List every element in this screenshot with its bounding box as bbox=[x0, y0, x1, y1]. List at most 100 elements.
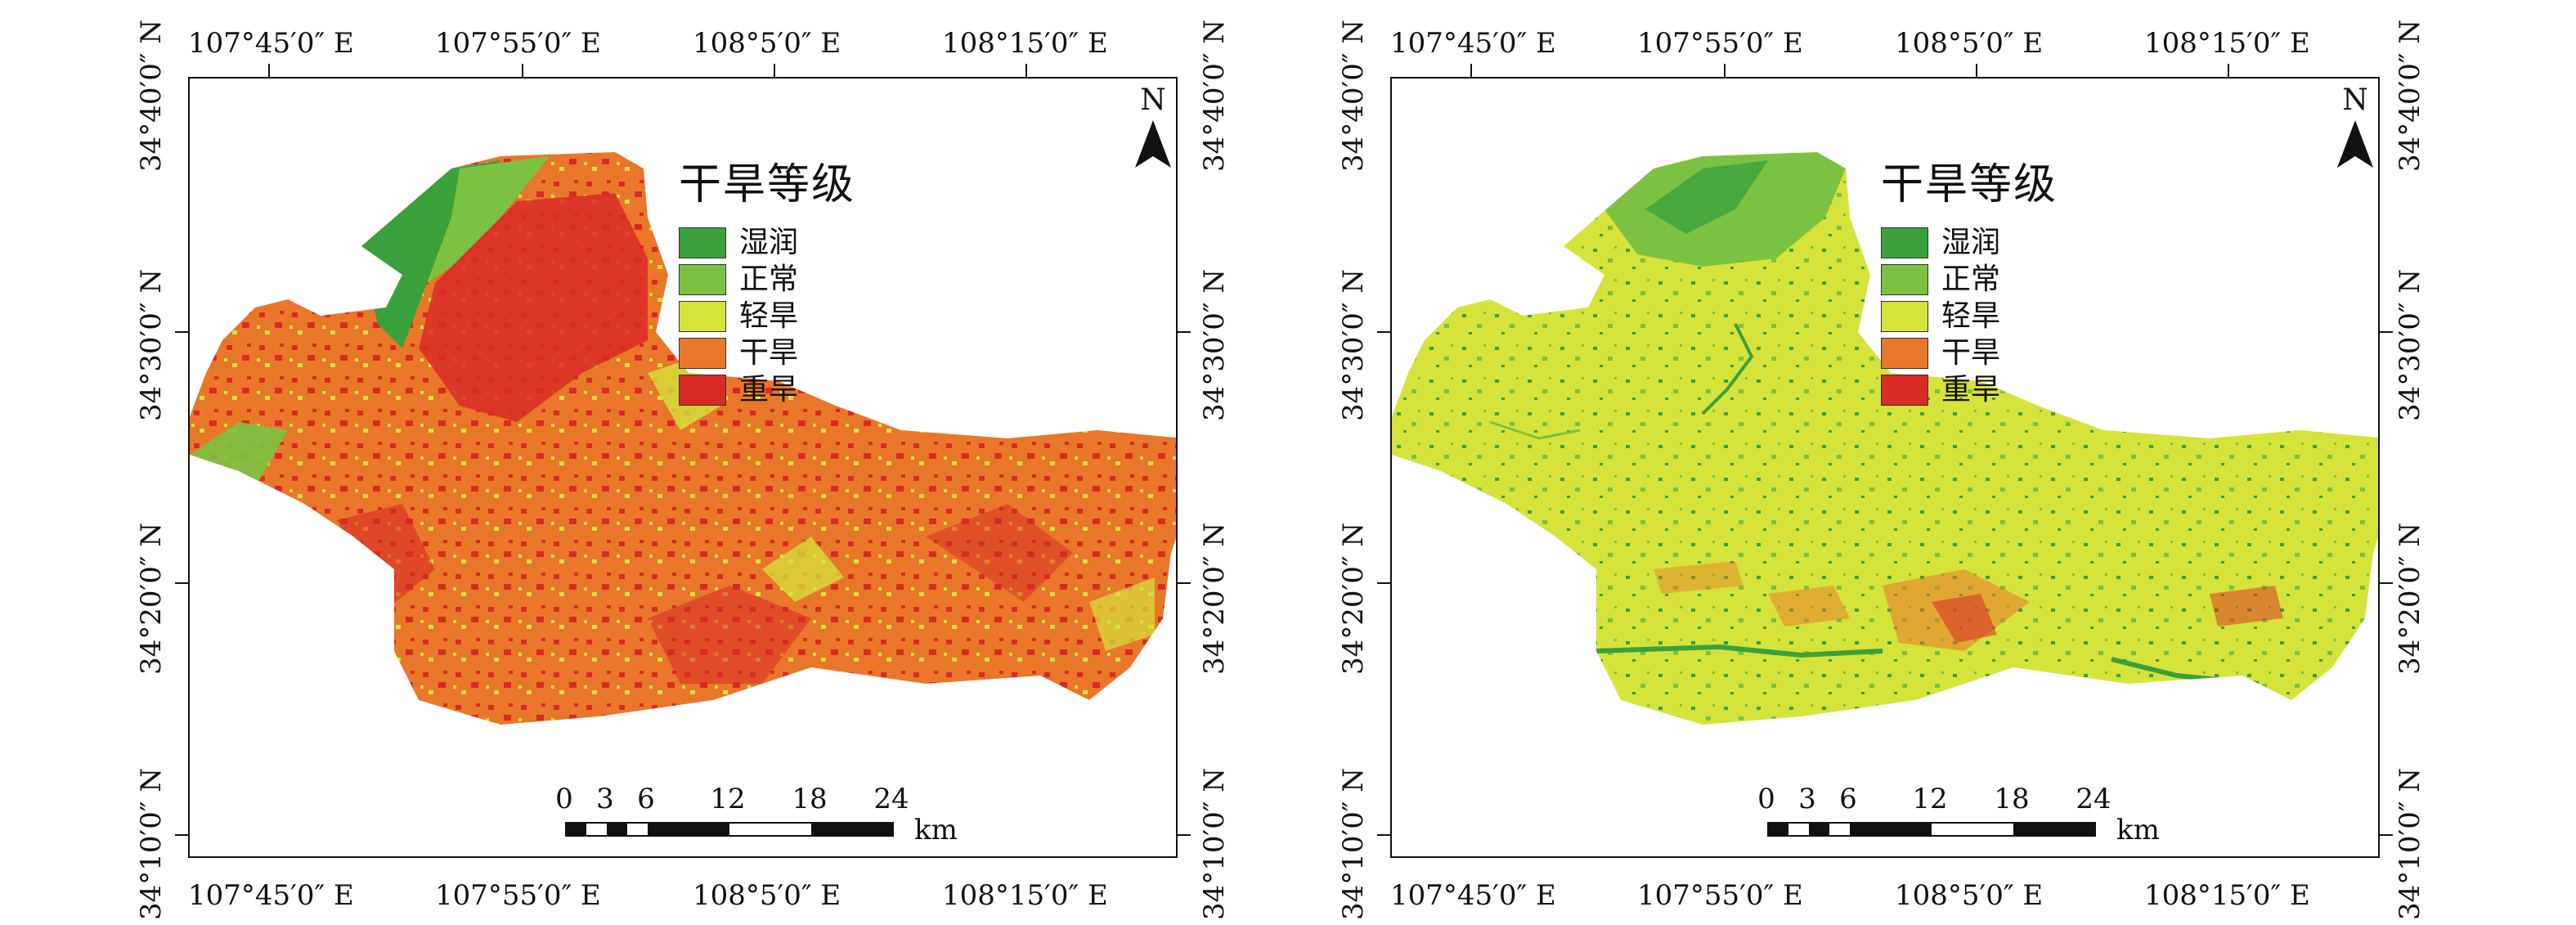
scale-tick-label: 3 bbox=[1798, 783, 1816, 815]
scale-bar: 0 3 6 12 18 24 km bbox=[1757, 783, 2175, 851]
legend-label: 干旱 bbox=[739, 335, 799, 370]
legend-item: 湿润 bbox=[679, 224, 891, 261]
lon-label-bottom-1: 107°45′0″ E bbox=[1390, 879, 1556, 912]
map-panel-left: 107°45′0″ E 107°55′0″ E 108°5′0″ E 108°1… bbox=[135, 19, 1231, 920]
scale-tick-label: 0 bbox=[555, 783, 573, 815]
lon-label-top-2: 107°55′0″ E bbox=[1637, 27, 1803, 60]
lat-label-left-4: 34°10′0″ N bbox=[135, 767, 168, 920]
legend-swatch bbox=[1881, 374, 1928, 406]
lon-label-top-2: 107°55′0″ E bbox=[435, 27, 601, 60]
tick bbox=[2380, 331, 2393, 333]
legend-swatch bbox=[679, 227, 726, 258]
tick bbox=[1976, 64, 1977, 77]
scale-tick-label: 12 bbox=[710, 783, 746, 815]
lon-label-top-4: 108°15′0″ E bbox=[942, 27, 1108, 60]
legend-item: 轻旱 bbox=[679, 298, 891, 335]
legend-item: 干旱 bbox=[1881, 335, 2094, 371]
tick bbox=[1377, 834, 1390, 836]
tick bbox=[2380, 834, 2393, 836]
legend-title: 干旱等级 bbox=[1881, 160, 2058, 209]
legend: 干旱等级 湿润 正常 轻旱 干旱 重旱 bbox=[679, 164, 891, 408]
lat-label-left-1: 34°40′0″ N bbox=[1337, 19, 1370, 172]
scale-bar-graphic bbox=[565, 822, 894, 837]
lon-label-bottom-3: 108°5′0″ E bbox=[1895, 879, 2044, 912]
lon-label-bottom-2: 107°55′0″ E bbox=[435, 879, 601, 912]
legend-label: 正常 bbox=[739, 262, 799, 296]
north-arrow: N bbox=[2331, 86, 2380, 176]
legend-swatch bbox=[1881, 227, 1928, 258]
tick bbox=[1377, 582, 1390, 584]
lat-label-left-3: 34°20′0″ N bbox=[135, 522, 168, 675]
legend-item: 湿润 bbox=[1881, 224, 2094, 261]
tick bbox=[2380, 582, 2393, 584]
legend-item: 干旱 bbox=[679, 335, 891, 371]
scale-unit: km bbox=[2116, 814, 2160, 846]
tick bbox=[774, 64, 775, 77]
legend-label: 轻旱 bbox=[1941, 299, 2001, 333]
lon-label-bottom-4: 108°15′0″ E bbox=[2144, 879, 2310, 912]
legend-label: 重旱 bbox=[1941, 372, 2001, 406]
legend-label: 正常 bbox=[1941, 262, 2001, 296]
north-arrow-icon bbox=[2337, 120, 2373, 168]
legend-label: 轻旱 bbox=[739, 299, 799, 333]
tick bbox=[175, 834, 188, 836]
lat-label-left-4: 34°10′0″ N bbox=[1337, 767, 1370, 920]
scale-unit: km bbox=[914, 814, 958, 846]
lat-label-right-2: 34°30′0″ N bbox=[2394, 268, 2426, 421]
legend-swatch bbox=[679, 374, 726, 406]
legend-swatch bbox=[679, 300, 726, 332]
scale-bar-graphic bbox=[1767, 822, 2096, 837]
legend-label: 湿润 bbox=[739, 225, 799, 259]
scale-tick-label: 6 bbox=[637, 783, 655, 815]
tick bbox=[1178, 582, 1191, 584]
tick bbox=[1178, 331, 1191, 333]
tick bbox=[1470, 64, 1472, 77]
lat-label-left-1: 34°40′0″ N bbox=[135, 19, 168, 172]
scale-tick-label: 24 bbox=[873, 783, 909, 815]
lon-label-bottom-1: 107°45′0″ E bbox=[188, 879, 354, 912]
legend: 干旱等级 湿润 正常 轻旱 干旱 重旱 bbox=[1881, 164, 2094, 408]
legend-item: 重旱 bbox=[1881, 371, 2094, 408]
map-panel-right: 107°45′0″ E 107°55′0″ E 108°5′0″ E 108°1… bbox=[1202, 0, 2490, 925]
legend-label: 湿润 bbox=[1941, 225, 2001, 259]
legend-label: 重旱 bbox=[739, 372, 799, 406]
scale-tick-label: 0 bbox=[1757, 783, 1775, 815]
lon-label-bottom-4: 108°15′0″ E bbox=[942, 879, 1108, 912]
scale-tick-label: 12 bbox=[1912, 783, 1948, 815]
tick bbox=[1178, 834, 1191, 836]
north-label: N bbox=[2342, 83, 2368, 117]
lon-label-bottom-2: 107°55′0″ E bbox=[1637, 879, 1803, 912]
lat-label-left-2: 34°30′0″ N bbox=[135, 268, 168, 421]
scale-tick-label: 18 bbox=[1994, 783, 2030, 815]
tick bbox=[1377, 331, 1390, 333]
tick bbox=[1724, 64, 1726, 77]
legend-swatch bbox=[1881, 337, 1928, 369]
lat-label-right-1: 34°40′0″ N bbox=[2394, 19, 2426, 172]
tick bbox=[2228, 64, 2229, 77]
lon-label-bottom-3: 108°5′0″ E bbox=[693, 879, 841, 912]
lon-label-top-1: 107°45′0″ E bbox=[1390, 27, 1556, 60]
tick bbox=[175, 331, 188, 333]
lon-label-top-3: 108°5′0″ E bbox=[1895, 27, 2044, 60]
legend-swatch bbox=[679, 263, 726, 295]
north-arrow-icon bbox=[1135, 120, 1171, 168]
scale-tick-label: 18 bbox=[792, 783, 828, 815]
legend-swatch bbox=[679, 337, 726, 369]
lon-label-top-4: 108°15′0″ E bbox=[2144, 27, 2310, 60]
lat-label-right-3: 34°20′0″ N bbox=[2394, 522, 2426, 675]
scale-tick-label: 3 bbox=[596, 783, 614, 815]
legend-item: 重旱 bbox=[679, 371, 891, 408]
scale-tick-label: 24 bbox=[2076, 783, 2112, 815]
lon-label-top-3: 108°5′0″ E bbox=[693, 27, 841, 60]
lat-label-left-3: 34°20′0″ N bbox=[1337, 522, 1370, 675]
north-arrow: N bbox=[1129, 86, 1178, 176]
lon-label-top-1: 107°45′0″ E bbox=[188, 27, 354, 60]
tick bbox=[522, 64, 523, 77]
north-label: N bbox=[1140, 83, 1166, 117]
lat-label-left-2: 34°30′0″ N bbox=[1337, 268, 1370, 421]
legend-swatch bbox=[1881, 263, 1928, 295]
tick bbox=[175, 582, 188, 584]
lat-label-right-4: 34°10′0″ N bbox=[2394, 767, 2426, 920]
legend-item: 正常 bbox=[1881, 261, 2094, 298]
tick bbox=[268, 64, 270, 77]
